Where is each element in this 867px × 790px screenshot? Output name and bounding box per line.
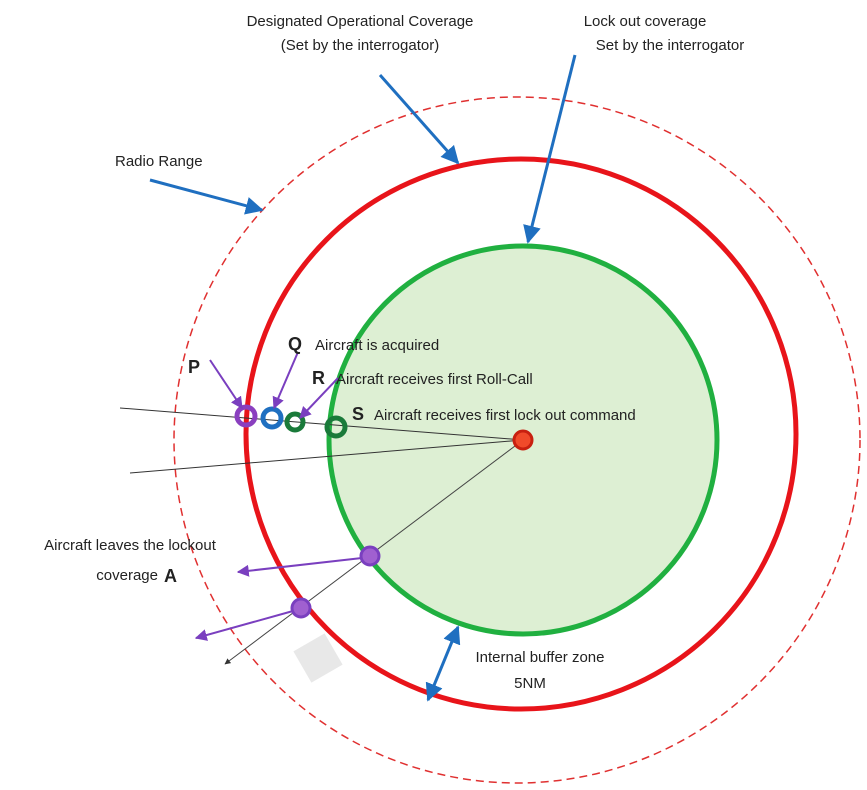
- shadow: [293, 633, 343, 683]
- label: Lock out coverage: [584, 13, 707, 30]
- track-line: [129, 439, 524, 474]
- point-r: [284, 411, 306, 433]
- label: coverage: [96, 567, 158, 584]
- label: (Set by the interrogator): [281, 37, 439, 54]
- arrow: [149, 178, 264, 215]
- point-exit: [290, 597, 312, 619]
- label: P: [188, 357, 200, 377]
- point-a: [359, 545, 381, 567]
- arrow: [194, 610, 294, 641]
- arrow: [425, 625, 461, 702]
- label: Set by the interrogator: [596, 37, 744, 54]
- label: Q: [288, 334, 302, 354]
- label: S: [352, 404, 364, 424]
- operational-circle: [243, 156, 799, 712]
- label: Internal buffer zone: [476, 649, 605, 666]
- interrogator: [512, 429, 534, 451]
- label: A: [164, 566, 177, 586]
- label: Aircraft receives first Roll-Call: [336, 371, 533, 388]
- radio-range-circle: [173, 96, 861, 784]
- label: Aircraft receives first lock out command: [374, 407, 636, 424]
- arrow: [523, 54, 577, 244]
- arrow: [209, 359, 243, 409]
- label: Designated Operational Coverage: [247, 13, 474, 30]
- label: R: [312, 368, 325, 388]
- arrow: [299, 377, 339, 419]
- label: 5NM: [514, 675, 546, 692]
- label: Aircraft leaves the lockout: [44, 537, 217, 554]
- label: Radio Range: [115, 153, 203, 170]
- point-p: [234, 404, 258, 428]
- arrow: [272, 351, 299, 410]
- point-s: [324, 415, 348, 439]
- label: Aircraft is acquired: [315, 337, 439, 354]
- arrow: [236, 557, 363, 577]
- arrow: [378, 74, 460, 165]
- track-line: [119, 407, 524, 441]
- point-q: [260, 406, 284, 430]
